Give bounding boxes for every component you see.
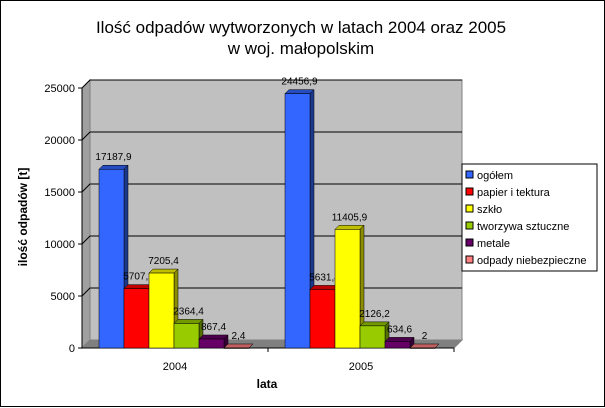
bar-top bbox=[223, 343, 254, 349]
bar-top bbox=[148, 268, 179, 274]
legend-swatch bbox=[465, 255, 474, 264]
bar bbox=[409, 347, 436, 349]
bar bbox=[173, 323, 200, 349]
bar bbox=[309, 289, 336, 349]
bar bbox=[359, 325, 386, 349]
data-label: 17187,9 bbox=[95, 152, 132, 163]
x-axis-title: lata bbox=[257, 377, 278, 391]
bar-top bbox=[409, 343, 440, 349]
bar-top bbox=[198, 334, 229, 340]
y-tick-label: 5000 bbox=[51, 291, 75, 303]
y-tick-label: 0 bbox=[69, 343, 75, 355]
y-axis-title: ilość odpadów [t] bbox=[16, 168, 30, 267]
bar-top bbox=[359, 321, 390, 327]
legend-swatch bbox=[465, 170, 474, 179]
gridline bbox=[81, 131, 462, 141]
legend-swatch bbox=[465, 204, 474, 213]
data-label: 634,6 bbox=[387, 324, 412, 335]
y-tick-label: 15000 bbox=[44, 187, 75, 199]
plot-area: 0 5000 10000 15000 20000 25000 2004 17187,9 5707… bbox=[44, 77, 464, 373]
legend-label: szkło bbox=[477, 204, 502, 216]
data-label: 5631,4 bbox=[309, 272, 340, 283]
y-tick-label: 10000 bbox=[44, 239, 75, 251]
legend-label: odpady niebezpieczne bbox=[477, 255, 586, 267]
legend: ogółem papier i tektura szkło tworzywa sztu… bbox=[461, 163, 598, 272]
bar bbox=[384, 341, 411, 349]
legend-label: tworzywa sztuczne bbox=[477, 221, 569, 233]
bar-top bbox=[334, 225, 365, 230]
bar-top bbox=[309, 285, 340, 290]
bar bbox=[98, 168, 125, 349]
gridline bbox=[81, 79, 462, 89]
gridline bbox=[81, 183, 462, 193]
legend-label: ogółem bbox=[477, 170, 513, 182]
bar-top bbox=[284, 89, 315, 94]
bar bbox=[223, 347, 250, 349]
chart-title-line2: w woj. małopolskim bbox=[227, 39, 374, 58]
x-tick-label: 2005 bbox=[349, 361, 373, 373]
data-label: 2364,4 bbox=[173, 306, 204, 317]
chart-title-line1: Ilość odpadów wytworzonych w latach 2004… bbox=[96, 18, 506, 37]
y-tick-label: 25000 bbox=[44, 83, 75, 95]
data-label: 2,4 bbox=[232, 331, 246, 342]
data-label: 867,4 bbox=[201, 322, 226, 333]
legend-box bbox=[461, 163, 598, 272]
bar bbox=[284, 93, 311, 349]
data-label: 2126,2 bbox=[359, 309, 390, 320]
legend-label: metale bbox=[477, 238, 510, 250]
plot-side-wall bbox=[81, 78, 91, 350]
data-label: 11405,9 bbox=[332, 212, 368, 223]
legend-label: papier i tektura bbox=[477, 187, 551, 199]
data-label: 24456,9 bbox=[281, 77, 318, 88]
bar bbox=[148, 272, 175, 349]
data-label: 5707,2 bbox=[123, 272, 154, 283]
legend-swatch bbox=[465, 187, 474, 196]
data-label: 2 bbox=[422, 331, 428, 342]
y-tick-label: 20000 bbox=[44, 135, 75, 147]
bar-top bbox=[123, 284, 154, 289]
bar bbox=[334, 229, 361, 349]
bar bbox=[123, 288, 150, 349]
legend-swatch bbox=[465, 221, 474, 230]
x-tick-label: 2004 bbox=[163, 361, 187, 373]
bar-top bbox=[384, 337, 415, 342]
bar bbox=[198, 338, 225, 349]
data-label: 7205,4 bbox=[148, 256, 179, 267]
bar-top bbox=[98, 164, 129, 170]
legend-swatch bbox=[465, 238, 474, 247]
bar-top bbox=[173, 319, 204, 324]
